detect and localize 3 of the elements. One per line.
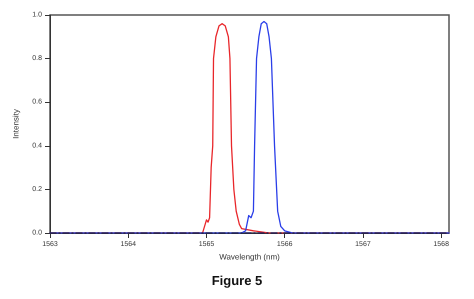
x-axis-title: Wavelength (nm): [219, 252, 280, 262]
caption: Figure 5: [212, 273, 262, 288]
y-axis-title: Intensity: [12, 109, 20, 139]
